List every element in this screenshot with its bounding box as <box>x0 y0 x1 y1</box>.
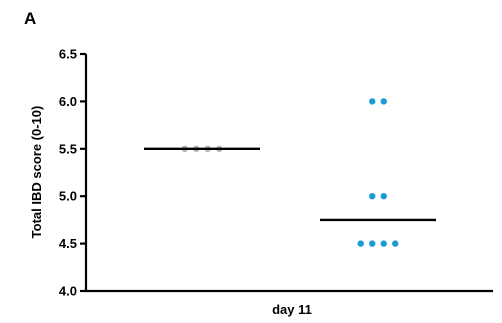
y-tick-label: 4.5 <box>59 236 77 251</box>
data-point <box>392 240 399 247</box>
data-point <box>369 240 376 247</box>
data-point <box>380 193 387 200</box>
y-tick-label: 5.5 <box>59 141 77 156</box>
data-point <box>369 98 376 105</box>
data-point <box>369 193 376 200</box>
data-point <box>380 240 387 247</box>
y-tick-label: 5.0 <box>59 189 77 204</box>
data-point <box>357 240 364 247</box>
y-tick-label: 6.5 <box>59 47 77 62</box>
y-axis: 4.0 4.5 5.0 5.5 6.0 6.5 <box>59 47 88 299</box>
panel-label: A <box>24 9 36 28</box>
y-tick-label: 4.0 <box>59 284 77 299</box>
y-axis-title: Total IBD score (0-10) <box>29 106 44 239</box>
x-category-label: day 11 <box>272 302 312 317</box>
data-points <box>144 98 436 247</box>
data-point <box>380 98 387 105</box>
y-tick-label: 6.0 <box>59 94 77 109</box>
